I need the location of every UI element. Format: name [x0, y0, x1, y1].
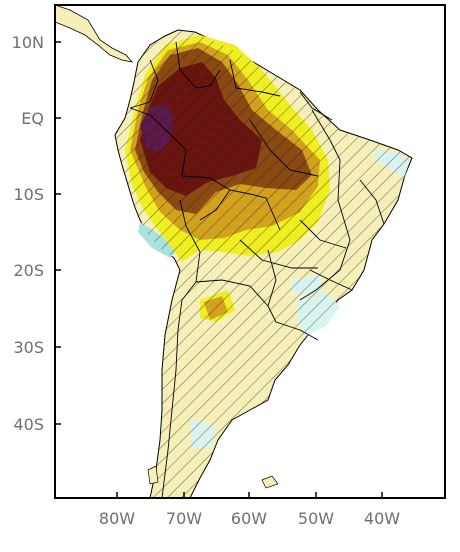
lat-label-40s: 40S: [13, 415, 44, 434]
lat-label-10n: 10N: [12, 33, 44, 52]
lat-label-30s: 30S: [13, 338, 44, 357]
lon-label-60w: 60W: [231, 509, 267, 528]
lat-label-20s: 20S: [13, 261, 44, 280]
central-america: [55, 5, 134, 63]
latitude-axis: 10N EQ 10S 20S 30S 40S: [12, 33, 61, 434]
lon-label-70w: 70W: [166, 509, 202, 528]
lon-label-40w: 40W: [364, 509, 400, 528]
longitude-axis: 80W 70W 60W 50W 40W: [99, 492, 400, 528]
lat-label-eq: EQ: [21, 109, 44, 128]
lon-label-80w: 80W: [99, 509, 135, 528]
country-borders: [129, 41, 385, 498]
map-frame: [54, 4, 446, 499]
falkland-islands: [261, 475, 279, 489]
lat-label-10s: 10S: [13, 185, 44, 204]
lon-label-50w: 50W: [298, 509, 334, 528]
significance-hatching: [115, 30, 412, 498]
chiloe-island: [147, 465, 159, 485]
